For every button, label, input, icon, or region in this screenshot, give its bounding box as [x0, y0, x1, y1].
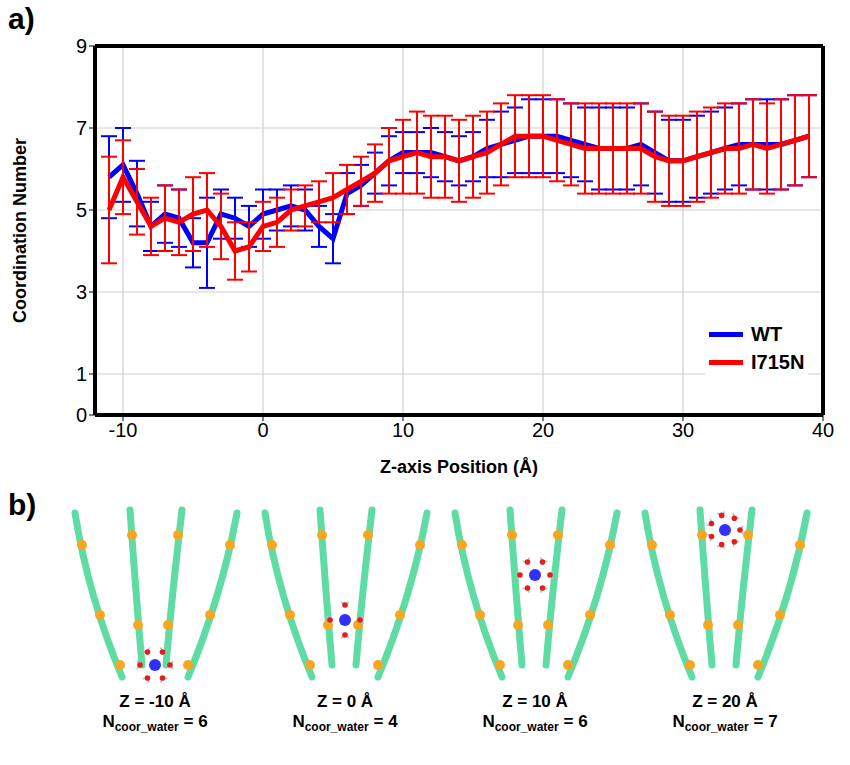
html-text:Z = 20 Å: Z = 20 Å [692, 692, 758, 711]
html-text:a): a) [8, 2, 35, 35]
html-text:Z = 0 Å: Z = 0 Å [316, 692, 374, 711]
html-text:Z = -10 Å: Z = -10 Å [119, 692, 191, 711]
svg-text:-10: -10 [109, 419, 138, 441]
svg-text:0: 0 [76, 404, 87, 426]
svg-text:Coordination Number: Coordination Number [10, 138, 30, 323]
svg-text:3: 3 [76, 281, 87, 303]
svg-text:Z-axis Position (Å): Z-axis Position (Å) [380, 457, 538, 477]
svg-text:30: 30 [672, 419, 694, 441]
svg-text:1: 1 [76, 363, 87, 385]
svg-text:7: 7 [76, 117, 87, 139]
svg-text:10: 10 [392, 419, 414, 441]
svg-text:20: 20 [532, 419, 554, 441]
html-text:Z = 10 Å: Z = 10 Å [502, 692, 568, 711]
html-text:Ncoor_water = 6: Ncoor_water = 6 [482, 712, 588, 735]
svg-text:40: 40 [812, 419, 834, 441]
html-text:b): b) [8, 488, 37, 521]
svg-text:0: 0 [257, 419, 268, 441]
html-text:Ncoor_water = 4: Ncoor_water = 4 [292, 712, 398, 735]
html-text:I715N: I715N [751, 350, 805, 373]
svg-text:9: 9 [76, 35, 87, 57]
html-text:Ncoor_water = 7: Ncoor_water = 7 [672, 712, 778, 735]
svg-text:5: 5 [76, 199, 87, 221]
html-text:WT: WT [751, 322, 783, 345]
html-text:Ncoor_water = 6: Ncoor_water = 6 [102, 712, 208, 735]
